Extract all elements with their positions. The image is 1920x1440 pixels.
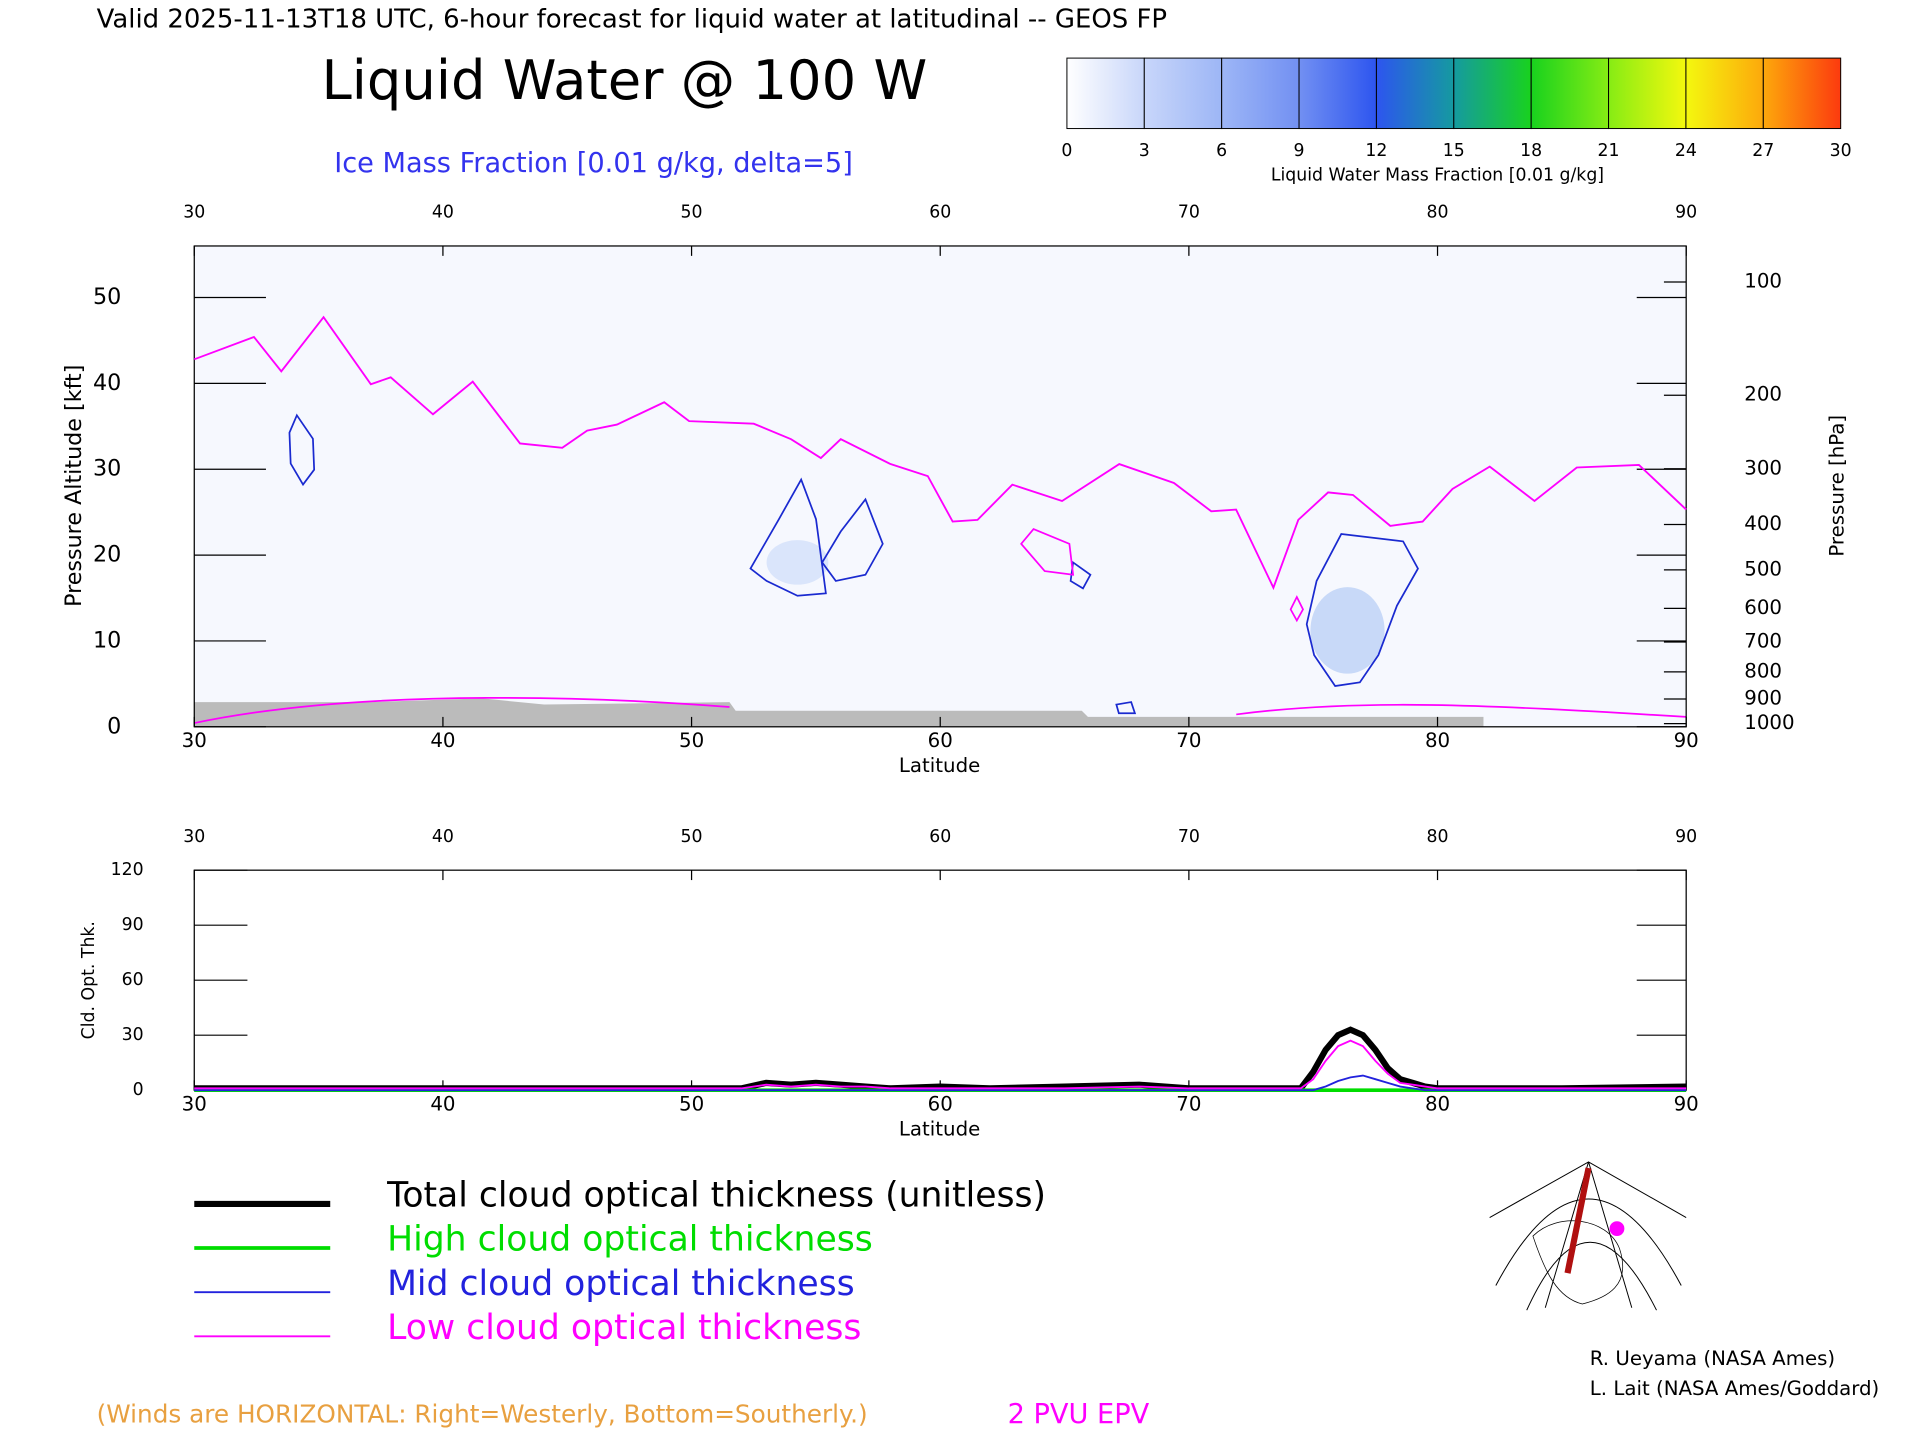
colorbar-tick-label: 27 [1752, 141, 1774, 161]
x-tick-label: 60 [928, 729, 953, 752]
colorbar-segment [1530, 57, 1610, 130]
ground [194, 698, 1484, 727]
colorbar-tick-label: 0 [1061, 141, 1072, 161]
plot-area [194, 245, 1687, 727]
x-tick-label-top: 30 [183, 203, 205, 223]
y-tick-label: 0 [107, 713, 121, 739]
x-tick-label-top: 60 [929, 203, 951, 223]
epv-legend: 2 PVU EPV [1008, 1399, 1150, 1430]
y-tick-label: 120 [111, 860, 144, 880]
y-tick-label: 40 [93, 370, 121, 396]
y-tick-label: 30 [122, 1025, 144, 1045]
colorbar-tick-label: 9 [1294, 141, 1305, 161]
series-line [193, 315, 1687, 591]
legend: Total cloud optical thickness (unitless)… [194, 1175, 1046, 1348]
legend-label: High cloud optical thickness [387, 1220, 873, 1260]
x-tick-label-top: 30 [183, 827, 205, 847]
series-line [194, 1039, 1687, 1090]
y-tick-label: 30 [93, 456, 121, 482]
y2-tick-label: 700 [1744, 629, 1782, 652]
y-tick-label: 0 [133, 1080, 144, 1100]
x-tick-label-top: 80 [1427, 827, 1449, 847]
map-inset [1489, 1159, 1687, 1311]
y2-tick-label: 1000 [1744, 711, 1794, 734]
credit: R. Ueyama (NASA Ames) [1590, 1347, 1835, 1370]
x-tick-label: 40 [430, 729, 455, 752]
x-tick-label-top: 40 [432, 203, 454, 223]
colorbar-segment [1298, 57, 1377, 130]
colorbar-tick-label: 18 [1520, 141, 1542, 161]
x-tick-label: 50 [679, 1093, 704, 1116]
legend-label: Low cloud optical thickness [387, 1308, 861, 1348]
x-tick-label-top: 70 [1178, 827, 1200, 847]
chart-subtitle: Ice Mass Fraction [0.01 g/kg, delta=5] [334, 148, 853, 179]
colorbar-tick-label: 24 [1675, 141, 1697, 161]
x-tick-label: 80 [1425, 729, 1450, 752]
y2-tick-label: 200 [1744, 383, 1782, 406]
y2-tick-label: 900 [1744, 686, 1782, 709]
x-tick-label: 30 [182, 1093, 207, 1116]
y-tick-label: 10 [93, 627, 121, 653]
colorbar-segment [1066, 57, 1145, 130]
x-tick-label-top: 50 [681, 203, 703, 223]
x-tick-label-top: 80 [1427, 203, 1449, 223]
y-tick-label: 50 [93, 284, 121, 310]
y2-axis-label: Pressure [hPa] [1826, 415, 1849, 557]
x-tick-label-top: 50 [681, 827, 703, 847]
x-tick-label: 90 [1674, 729, 1699, 752]
colorbar-tick-label: 30 [1830, 141, 1852, 161]
colorbar-tick-label: 12 [1365, 141, 1387, 161]
colorbar-segment [1375, 57, 1455, 130]
colorbar-segment [1762, 57, 1842, 130]
x-tick-label-top: 90 [1675, 827, 1697, 847]
x-tick-label-top: 40 [432, 827, 454, 847]
colorbar-segment [1143, 57, 1223, 130]
colorbar-tick-label: 6 [1216, 141, 1227, 161]
colorbar-segment [1453, 57, 1532, 130]
x-tick-label: 30 [182, 729, 207, 752]
y2-tick-label: 100 [1744, 269, 1782, 292]
x-tick-label: 50 [679, 729, 704, 752]
x-tick-label: 70 [1176, 1093, 1201, 1116]
colorbar-segment [1685, 57, 1764, 130]
y-tick-label: 90 [122, 915, 144, 935]
colorbar-label: Liquid Water Mass Fraction [0.01 g/kg] [1271, 166, 1604, 186]
colorbar-segment [1221, 57, 1300, 130]
x-axis-label: Latitude [899, 1117, 980, 1140]
chart-title: Liquid Water @ 100 W [322, 49, 928, 112]
y-tick-label: 60 [122, 970, 144, 990]
cloud-field [1310, 587, 1385, 674]
header: Valid 2025-11-13T18 UTC, 6-hour forecast… [97, 4, 1167, 34]
credit: L. Lait (NASA Ames/Goddard) [1590, 1377, 1880, 1400]
x-tick-label: 60 [928, 1093, 953, 1116]
legend-label: Mid cloud optical thickness [387, 1264, 855, 1304]
legend-label: Total cloud optical thickness (unitless) [386, 1175, 1046, 1215]
y2-tick-label: 300 [1744, 456, 1782, 479]
x-axis-label: Latitude [899, 754, 980, 777]
x-tick-label-top: 60 [929, 827, 951, 847]
colorbar-tick-label: 21 [1598, 141, 1620, 161]
winds-note: (Winds are HORIZONTAL: Right=Westerly, B… [97, 1399, 868, 1428]
x-tick-label: 40 [430, 1093, 455, 1116]
y-axis-label: Pressure Altitude [kft] [61, 365, 87, 607]
x-tick-label-top: 90 [1675, 203, 1697, 223]
colorbar-segment [1608, 57, 1687, 130]
colorbar-tick-label: 15 [1443, 141, 1465, 161]
y2-tick-label: 800 [1744, 659, 1782, 682]
x-tick-label: 70 [1176, 729, 1201, 752]
y2-tick-label: 500 [1744, 557, 1782, 580]
cloud-field [766, 540, 829, 585]
ice-contours [288, 413, 1419, 715]
x-tick-label: 90 [1674, 1093, 1699, 1116]
series-line [194, 1074, 1687, 1092]
y2-tick-label: 600 [1744, 596, 1782, 619]
y-tick-label: 20 [93, 542, 121, 568]
x-tick-label-top: 70 [1178, 203, 1200, 223]
colorbar-tick-label: 3 [1139, 141, 1150, 161]
y-axis-label: Cld. Opt. Thk. [79, 921, 99, 1039]
x-tick-label: 80 [1425, 1093, 1450, 1116]
low-contours [194, 527, 1687, 724]
y2-tick-label: 400 [1744, 512, 1782, 535]
